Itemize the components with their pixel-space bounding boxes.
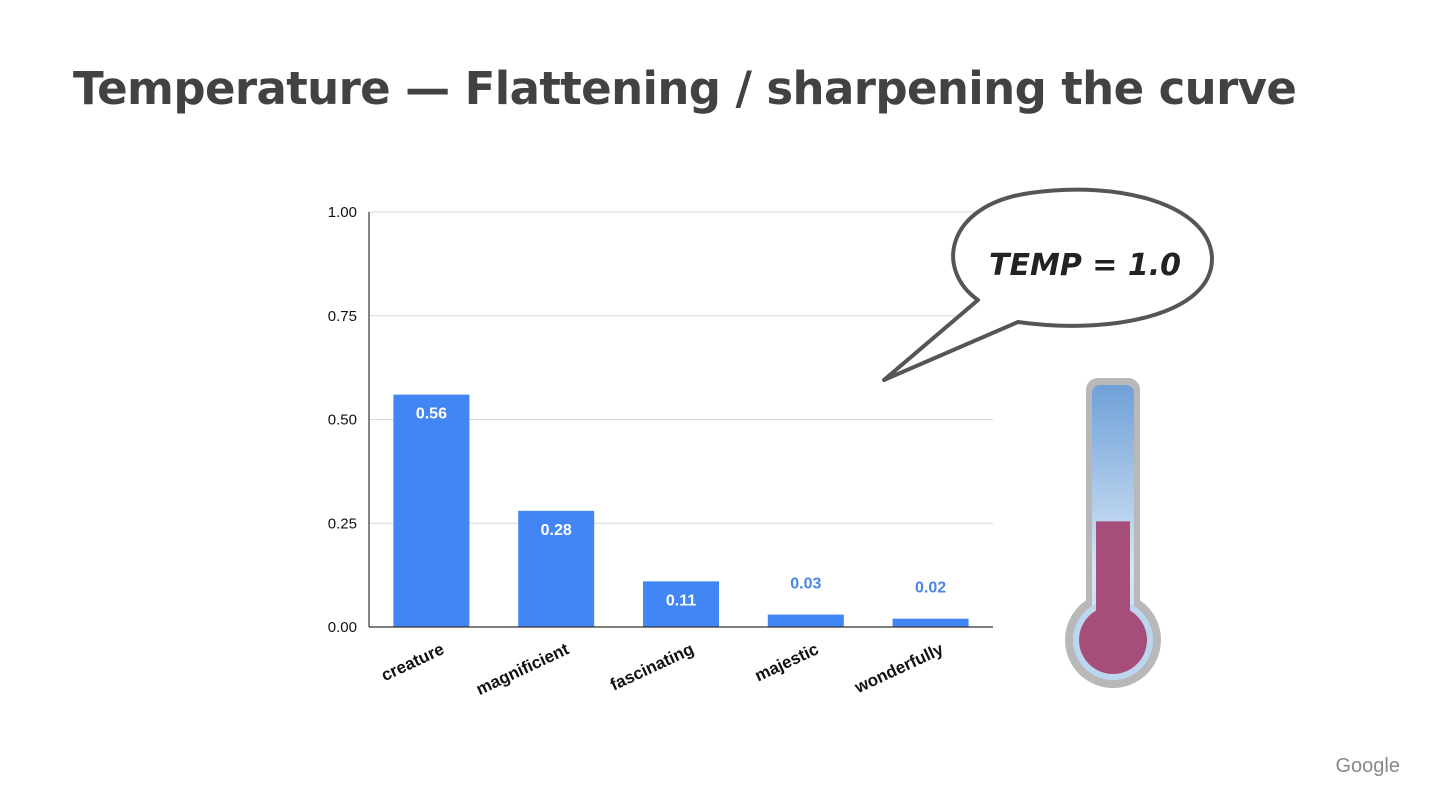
thermometer-bulb [1079, 606, 1147, 674]
data-label: 0.11 [666, 592, 696, 609]
speech-bubble-text: TEMP = 1.0 [989, 248, 1181, 283]
y-tick-label: 0.75 [328, 308, 357, 325]
category-label: creature [378, 639, 447, 685]
bars [393, 394, 969, 627]
data-label: 0.56 [416, 406, 447, 423]
data-label: 0.03 [790, 576, 821, 593]
data-labels: 0.56 0.28 0.11 0.03 0.02 [416, 406, 946, 610]
y-tick-label: 0.50 [328, 412, 357, 429]
y-tick-label: 1.00 [328, 204, 357, 221]
google-logo: Google [1335, 755, 1401, 777]
bar [767, 614, 844, 627]
thermometer-icon [1065, 378, 1161, 688]
speech-bubble-shape [882, 187, 1215, 382]
data-label: 0.02 [915, 580, 946, 597]
category-label: fascinating [607, 639, 696, 694]
bar [393, 394, 470, 627]
y-tick-label: 0.25 [328, 515, 357, 532]
bar [892, 618, 969, 627]
category-label: magnificient [473, 639, 572, 699]
gridlines [369, 211, 993, 524]
category-labels: creature magnificient fascinating majestic w… [378, 639, 947, 699]
category-label: wonderfully [851, 639, 947, 697]
bar [643, 581, 719, 627]
y-tick-label: 0.00 [328, 619, 357, 636]
y-axis-ticks: 0.00 0.25 0.50 0.75 1.00 [328, 204, 357, 636]
data-label: 0.28 [541, 522, 572, 539]
bar [518, 510, 595, 627]
speech-bubble: TEMP = 1.0 [882, 187, 1215, 382]
category-label: majestic [752, 639, 822, 685]
slide-title: Temperature — Flattening / sharpening th… [73, 62, 1297, 115]
